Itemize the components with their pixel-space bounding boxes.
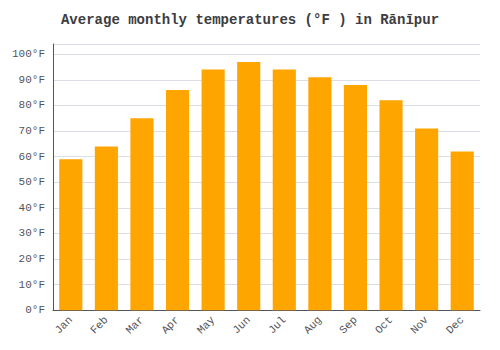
svg-text:Apr: Apr [159, 314, 181, 336]
svg-text:Feb: Feb [88, 314, 110, 336]
svg-text:80°F: 80°F [19, 99, 45, 111]
svg-text:30°F: 30°F [19, 227, 45, 239]
svg-text:Average monthly temperatures (: Average monthly temperatures (°F ) in Rā… [61, 12, 439, 28]
svg-text:May: May [195, 314, 218, 337]
svg-text:Jan: Jan [53, 314, 75, 336]
svg-text:90°F: 90°F [19, 74, 45, 86]
svg-text:Mar: Mar [124, 314, 146, 336]
svg-text:Aug: Aug [302, 314, 324, 336]
svg-text:40°F: 40°F [19, 202, 45, 214]
svg-text:Dec: Dec [444, 314, 466, 336]
svg-text:70°F: 70°F [19, 125, 45, 137]
svg-text:50°F: 50°F [19, 176, 45, 188]
svg-text:Nov: Nov [408, 314, 431, 337]
svg-text:60°F: 60°F [19, 151, 45, 163]
svg-text:100°F: 100°F [12, 48, 45, 60]
svg-text:20°F: 20°F [19, 253, 45, 265]
svg-text:0°F: 0°F [25, 304, 45, 316]
svg-text:10°F: 10°F [19, 279, 45, 291]
svg-text:Sep: Sep [337, 314, 359, 336]
svg-text:Jul: Jul [266, 314, 288, 336]
svg-text:Jun: Jun [230, 314, 252, 336]
svg-text:Oct: Oct [373, 314, 395, 336]
